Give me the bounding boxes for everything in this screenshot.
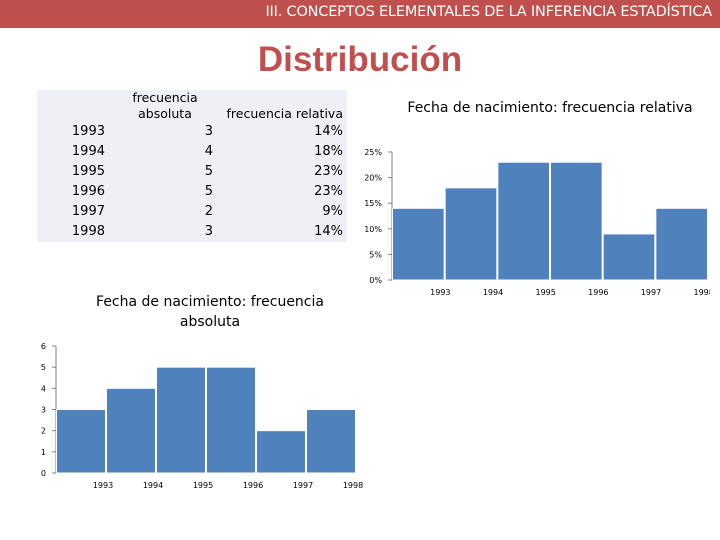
rel-category-label: 1998: [693, 288, 710, 297]
chart-absolute: 0 1 2 3 4 5 6 1993 1994 1995 1996 1997 1998: [41, 342, 363, 490]
chart-relative-title: Fecha de nacimiento: frecuencia relativa: [407, 100, 693, 116]
rel-category-label: 1997: [641, 288, 661, 297]
cell-year: 1994: [37, 142, 113, 162]
abs-bar: [106, 387, 156, 474]
table-row: 1996 5 23%: [37, 182, 347, 202]
rel-bar: [602, 233, 656, 281]
slide-title: Distribución: [257, 40, 463, 79]
abs-bar: [56, 409, 106, 474]
abs-y-tick-label: 2: [41, 427, 46, 436]
abs-category-label: 1997: [293, 481, 313, 490]
header-bar: III. CONCEPTOS ELEMENTALES DE LA INFEREN…: [0, 0, 720, 28]
abs-category-label: 1998: [343, 481, 363, 490]
abs-category-label: 1994: [143, 481, 163, 490]
cell-abs: 3: [113, 222, 217, 242]
table-row: 1995 5 23%: [37, 162, 347, 182]
rel-y-tick-label: 0%: [369, 276, 382, 285]
cell-rel: 14%: [217, 222, 347, 242]
abs-bar: [306, 409, 356, 474]
rel-y-tick-label: 15%: [364, 199, 382, 208]
header-empty-cell: [37, 90, 113, 122]
table-row: 1998 3 14%: [37, 222, 347, 242]
cell-abs: 5: [113, 162, 217, 182]
rel-y-tick-label: 20%: [364, 174, 382, 183]
abs-category-label: 1993: [93, 481, 113, 490]
cell-year: 1996: [37, 182, 113, 202]
abs-y-tick-label: 0: [41, 469, 46, 478]
rel-y-tick-label: 25%: [364, 148, 382, 157]
rel-bar: [550, 161, 603, 281]
abs-bar: [156, 366, 206, 474]
cell-rel: 23%: [217, 182, 347, 202]
rel-bar: [444, 187, 498, 281]
cell-rel: 18%: [217, 142, 347, 162]
chart-relative: 0% 5% 10% 15% 20% 25% 1993 1994 1995 1996 1997 1998: [364, 148, 710, 297]
table-row: 1993 3 14%: [37, 122, 347, 142]
cell-abs: 5: [113, 182, 217, 202]
table-row: 1994 4 18%: [37, 142, 347, 162]
abs-y-tick-label: 1: [41, 448, 46, 457]
abs-category-label: 1995: [193, 481, 213, 490]
cell-year: 1993: [37, 122, 113, 142]
abs-y-tick-label: 4: [41, 384, 46, 393]
table-header-row: frecuencia absoluta frecuencia relativa: [37, 90, 347, 122]
abs-category-label: 1996: [243, 481, 263, 490]
abs-bar: [256, 430, 306, 474]
cell-abs: 3: [113, 122, 217, 142]
abs-y-tick-label: 5: [41, 363, 46, 372]
rel-category-label: 1995: [535, 288, 555, 297]
header-rel: frecuencia relativa: [217, 90, 347, 122]
cell-rel: 23%: [217, 162, 347, 182]
cell-rel: 14%: [217, 122, 347, 142]
header-abs: frecuencia absoluta: [113, 90, 217, 122]
rel-bar: [392, 207, 445, 281]
abs-y-tick-label: 6: [41, 342, 46, 351]
rel-bar: [497, 161, 550, 281]
rel-category-label: 1994: [483, 288, 503, 297]
rel-y-tick-label: 10%: [364, 225, 382, 234]
rel-bar: [655, 207, 709, 281]
cell-abs: 2: [113, 202, 217, 222]
table-row: 1997 2 9%: [37, 202, 347, 222]
cell-rel: 9%: [217, 202, 347, 222]
rel-category-label: 1996: [588, 288, 608, 297]
abs-bar: [206, 366, 256, 474]
rel-category-label: 1993: [430, 288, 450, 297]
header-title: III. CONCEPTOS ELEMENTALES DE LA INFEREN…: [265, 4, 712, 20]
abs-y-tick-label: 3: [41, 406, 46, 415]
chart-absolute-title: Fecha de nacimiento: frecuencia absoluta: [96, 294, 324, 330]
cell-abs: 4: [113, 142, 217, 162]
rel-y-tick-label: 5%: [369, 250, 382, 259]
cell-year: 1995: [37, 162, 113, 182]
frequency-table: frecuencia absoluta frecuencia relativa …: [37, 90, 347, 242]
cell-year: 1998: [37, 222, 113, 242]
cell-year: 1997: [37, 202, 113, 222]
